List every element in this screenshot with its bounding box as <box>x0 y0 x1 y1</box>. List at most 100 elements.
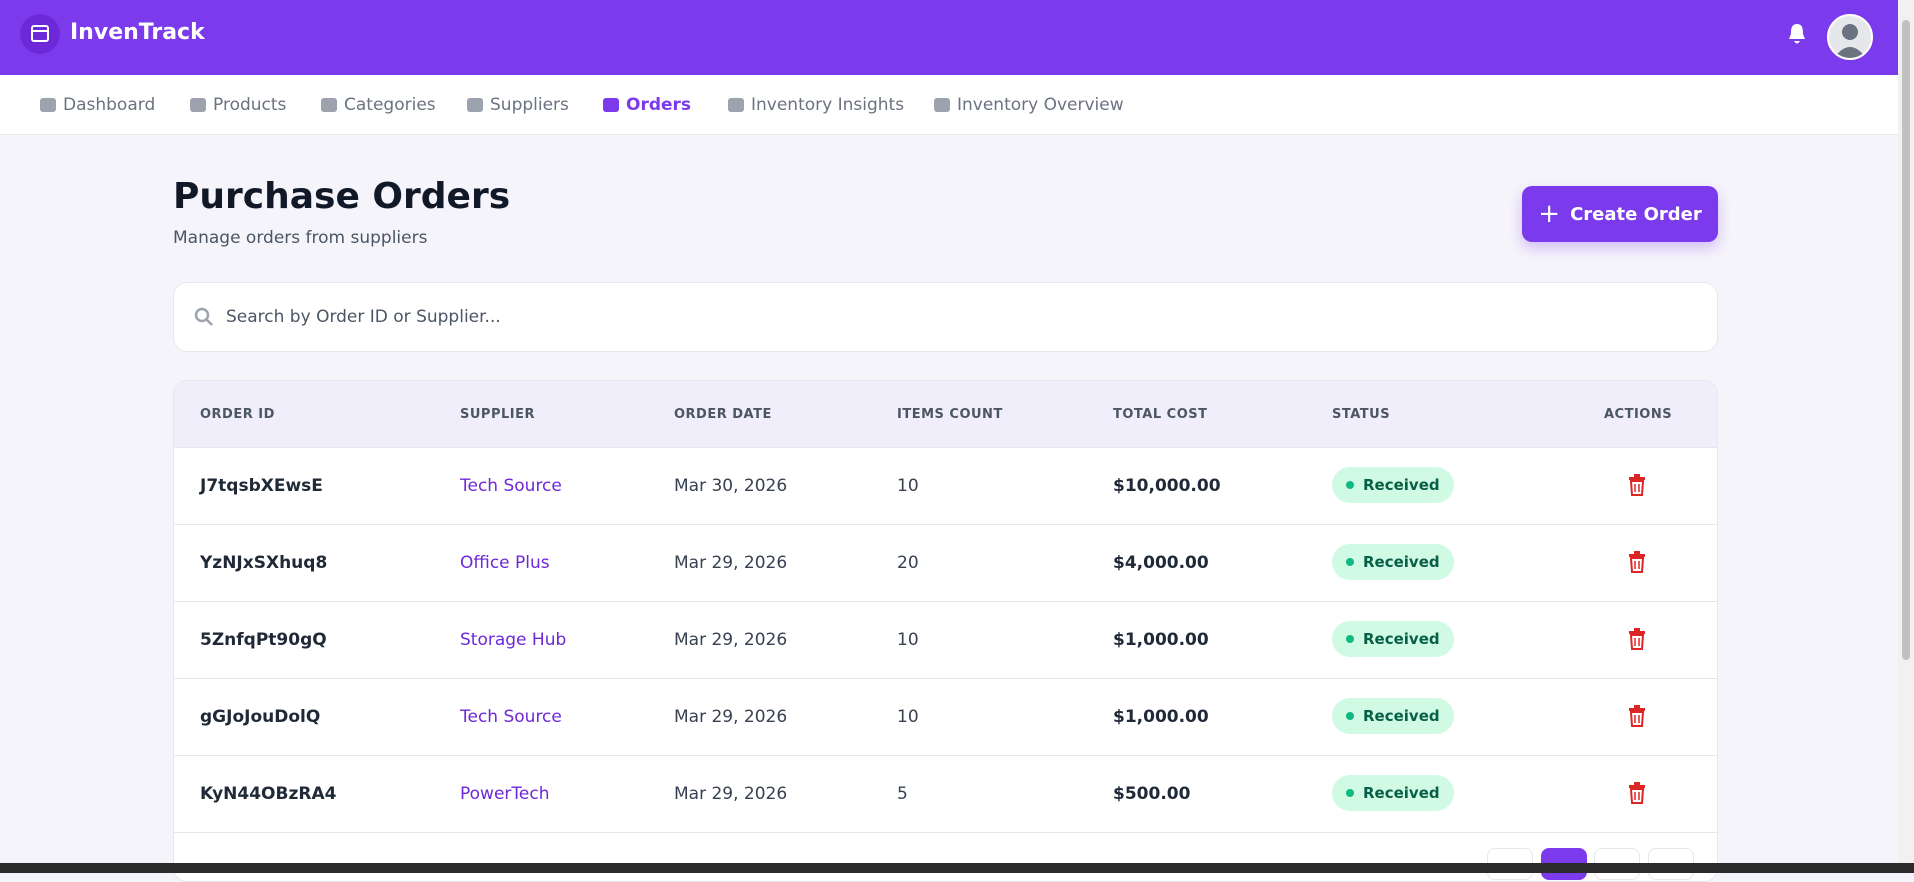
total-cost: $4,000.00 <box>1113 553 1209 573</box>
column-header: ORDER DATE <box>674 407 772 422</box>
supplier[interactable]: Storage Hub <box>460 630 567 650</box>
bottom-bar <box>0 863 1914 873</box>
status-label: Received <box>1363 476 1440 494</box>
column-header: TOTAL COST <box>1113 407 1208 422</box>
notifications[interactable] <box>1786 22 1808 46</box>
nav-label: Dashboard <box>63 95 156 115</box>
supplier[interactable]: Office Plus <box>460 553 550 573</box>
column-header: ORDER ID <box>200 407 275 422</box>
plus-icon: + <box>1538 199 1561 229</box>
delete-button[interactable] <box>1627 782 1647 804</box>
nav-icon <box>728 98 744 112</box>
column-header: ITEMS COUNT <box>897 407 1003 422</box>
nav-item[interactable]: Orders <box>603 95 691 115</box>
status-label: Received <box>1363 707 1440 725</box>
delete-button[interactable] <box>1627 628 1647 650</box>
table-row: YzNJxSXhuq8 Office Plus Mar 29, 2026 20 $4,0… <box>174 524 1717 602</box>
delete-button[interactable] <box>1627 474 1647 496</box>
nav-icon <box>321 98 337 112</box>
total-cost: $1,000.00 <box>1113 707 1209 727</box>
order-date: Mar 29, 2026 <box>674 630 788 650</box>
status-dot <box>1346 558 1354 566</box>
table-row: KyN44OBzRA4 PowerTech Mar 29, 2026 5 $500.00… <box>174 755 1717 833</box>
items-count: 10 <box>897 707 919 727</box>
trash-icon <box>1629 628 1645 650</box>
status-label: Received <box>1363 630 1440 648</box>
orders-table: ORDER ID SUPPLIER ORDER DATE ITEMS COUNT TOT… <box>173 380 1718 882</box>
nav-label: Products <box>213 95 287 115</box>
nav-item[interactable]: Products <box>190 95 286 115</box>
status-dot <box>1346 635 1354 643</box>
status-dot <box>1346 789 1354 797</box>
order-id: J7tqsbXEwsE <box>200 476 323 496</box>
logo-icon <box>31 25 49 42</box>
order-date: Mar 30, 2026 <box>674 476 788 496</box>
total-cost: $1,000.00 <box>1113 630 1209 650</box>
search-placeholder: Search by Order ID or Supplier... <box>226 307 501 327</box>
trash-icon <box>1629 782 1645 804</box>
column-header: SUPPLIER <box>460 407 535 422</box>
nav-item[interactable]: Inventory Insights <box>728 95 904 115</box>
supplier[interactable]: Tech Source <box>460 476 562 496</box>
button-label: Create Order <box>1570 203 1702 225</box>
brand[interactable]: InvenTrack <box>70 20 205 45</box>
order-id: KyN44OBzRA4 <box>200 784 337 804</box>
nav-icon <box>467 98 483 112</box>
trash-icon <box>1629 705 1645 727</box>
page-title: Purchase Orders <box>173 176 511 217</box>
delete-button[interactable] <box>1627 551 1647 573</box>
trash-icon <box>1629 474 1645 496</box>
nav-item[interactable]: Categories <box>321 95 436 115</box>
nav-item[interactable]: Inventory Overview <box>934 95 1124 115</box>
table-row: gGJoJouDolQ Tech Source Mar 29, 2026 10 $1,0… <box>174 678 1717 756</box>
nav-icon <box>190 98 206 112</box>
status-badge: Received <box>1332 544 1454 580</box>
nav-item[interactable]: Dashboard <box>40 95 155 115</box>
logo[interactable] <box>20 14 60 54</box>
create-order-button[interactable]: + Create Order <box>1522 186 1718 242</box>
avatar[interactable] <box>1827 14 1873 60</box>
items-count: 10 <box>897 630 919 650</box>
table-row: 5ZnfqPt90gQ Storage Hub Mar 29, 2026 10 $1,0… <box>174 601 1717 679</box>
nav-label: Inventory Insights <box>751 95 905 115</box>
table-header: ORDER ID SUPPLIER ORDER DATE ITEMS COUNT TOT… <box>174 381 1717 448</box>
avatar-icon <box>1834 24 1866 58</box>
nav-item[interactable]: Suppliers <box>467 95 569 115</box>
order-id: gGJoJouDolQ <box>200 707 321 727</box>
status-badge: Received <box>1332 775 1454 811</box>
nav-bar: Dashboard Products Categories Suppliers Orde… <box>0 75 1898 135</box>
supplier[interactable]: Tech Source <box>460 707 562 727</box>
search-box[interactable]: Search by Order ID or Supplier... <box>173 282 1718 352</box>
page-subtitle: Manage orders from suppliers <box>173 228 428 248</box>
status-dot <box>1346 712 1354 720</box>
status-dot <box>1346 481 1354 489</box>
nav-label: Inventory Overview <box>957 95 1124 115</box>
nav-icon <box>934 98 950 112</box>
nav-label: Categories <box>344 95 436 115</box>
items-count: 20 <box>897 553 919 573</box>
delete-button[interactable] <box>1627 705 1647 727</box>
status-label: Received <box>1363 553 1440 571</box>
order-id: 5ZnfqPt90gQ <box>200 630 327 650</box>
table-row: J7tqsbXEwsE Tech Source Mar 30, 2026 10 $10,… <box>174 447 1717 525</box>
column-header: STATUS <box>1332 407 1391 422</box>
order-date: Mar 29, 2026 <box>674 707 788 727</box>
column-header: ACTIONS <box>1604 407 1673 422</box>
nav-icon <box>40 98 56 112</box>
status-label: Received <box>1363 784 1440 802</box>
supplier[interactable]: PowerTech <box>460 784 550 804</box>
order-date: Mar 29, 2026 <box>674 553 788 573</box>
items-count: 10 <box>897 476 919 496</box>
total-cost: $500.00 <box>1113 784 1191 804</box>
status-badge: Received <box>1332 467 1454 503</box>
status-badge: Received <box>1332 621 1454 657</box>
nav-label: Orders <box>626 95 692 115</box>
items-count: 5 <box>897 784 908 804</box>
scrollbar-thumb[interactable] <box>1902 20 1910 660</box>
trash-icon <box>1629 551 1645 573</box>
status-badge: Received <box>1332 698 1454 734</box>
nav-icon <box>603 98 619 112</box>
order-date: Mar 29, 2026 <box>674 784 788 804</box>
total-cost: $10,000.00 <box>1113 476 1221 496</box>
